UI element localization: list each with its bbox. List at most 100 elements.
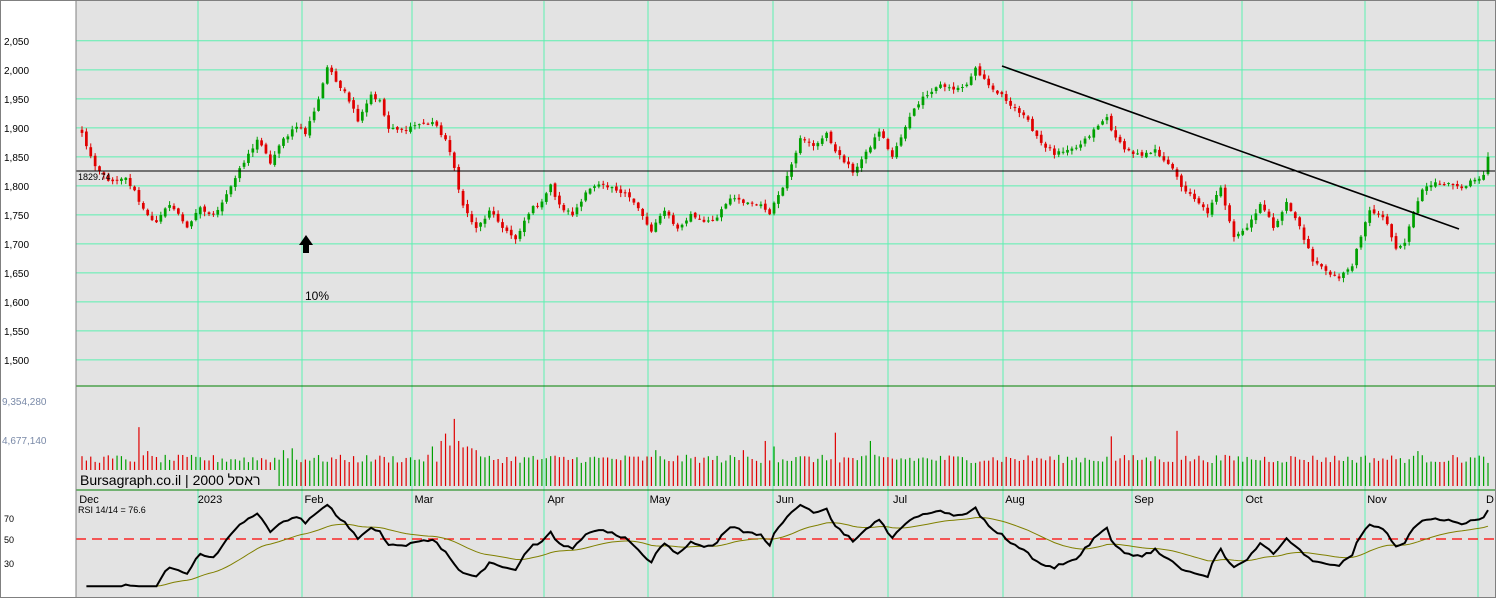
candle-down [1232,219,1236,242]
candle-down [693,211,697,220]
price-tick-label: 1,800 [4,182,29,193]
candle-down [650,222,653,233]
candle-up [409,122,412,134]
candle-up [685,217,688,227]
candle-up [825,131,828,142]
candle-down [304,126,307,137]
candle-down [829,130,833,145]
candles [80,63,1490,283]
candle-down [1180,173,1183,192]
candle-down [886,137,890,151]
candle-up [251,143,255,158]
candle-down [102,171,106,180]
month-label: Nov [1367,494,1387,506]
candle-down [1123,138,1126,153]
candle-down [1053,145,1056,159]
candle-down [264,142,268,155]
candle-down [755,203,758,206]
rsi-label: RSI 14/14 = 76.6 [78,505,146,515]
candle-up [689,211,693,223]
candle-down [571,207,574,217]
candle-down [645,212,649,226]
up-arrow-icon [299,235,313,253]
candle-down [623,189,627,197]
candle-down [505,225,509,234]
candle-up [360,109,364,123]
candle-down [150,211,154,222]
month-label: Apr [547,494,564,506]
volume-axis: 9,354,280 4,677,140 [2,397,47,447]
candle-down [851,162,855,176]
candle-up [1420,188,1424,202]
candle-down [461,189,465,209]
price-axis: 1,500 1,550 1,600 1,650 1,700 1,750 1,800 1,850… [4,37,29,367]
candle-down [1328,270,1332,278]
candle-up [229,185,233,198]
candle-down [1223,184,1227,210]
candle-down [422,119,426,125]
candle-down [987,75,991,89]
candle-down [400,127,404,133]
candle-up [908,112,912,130]
candle-up [544,191,548,205]
candle-up [934,86,938,94]
candle-down [93,153,97,171]
candle-down [382,97,386,117]
candle-down [334,68,338,83]
candle-down [474,217,478,233]
price-tick-label: 1,750 [4,211,29,222]
candle-up [663,207,666,219]
candle-down [952,82,955,94]
candle-down [404,125,408,135]
candle-up [431,117,434,127]
candle-down [426,122,430,126]
candle-down [1272,213,1275,231]
candle-up [277,144,281,159]
candle-down [1311,246,1315,266]
candle-up [518,228,522,242]
candle-down [1022,110,1026,119]
candle-down [1035,130,1039,139]
candle-down [128,173,132,190]
candle-up [1070,146,1074,155]
candle-up [728,194,732,206]
candle-down [457,164,461,194]
candle-down [1390,223,1393,242]
candle-up [479,222,482,232]
rsi-level-30: 30 [4,559,14,569]
candle-up [198,205,202,219]
candle-down [742,198,745,206]
candle-up [1144,150,1148,159]
candle-up [610,186,614,193]
candle-down [1315,257,1319,266]
candle-up [1149,151,1153,155]
candle-down [1228,203,1231,224]
candle-up [715,214,719,222]
candle-up [1464,185,1468,190]
candle-up [965,82,969,88]
candle-up [873,133,877,150]
candle-down [439,122,443,138]
month-labels: Dec 2023 Feb Mar Apr May Jun Jul Aug Sep Oct Nov D [79,494,1494,506]
candle-up [527,212,531,224]
candle-up [1241,228,1245,237]
candle-down [838,146,842,160]
candle-down [536,202,539,209]
candle-down [1109,113,1113,132]
candle-down [1289,202,1293,212]
brand-label: Bursagraph.co.il | 2000 ראסל [80,472,261,488]
candle-up [321,82,325,99]
candle-down [181,212,185,224]
candle-up [921,91,925,109]
candle-down [996,89,999,95]
candle-down [1197,196,1201,205]
candle-down [1162,152,1166,163]
candle-down [1206,204,1210,218]
candle-up [930,88,934,98]
candle-down [890,147,894,159]
price-tick-label: 1,900 [4,124,29,135]
candle-up [1482,170,1485,181]
candle-up [1254,209,1258,225]
candle-down [636,201,640,211]
